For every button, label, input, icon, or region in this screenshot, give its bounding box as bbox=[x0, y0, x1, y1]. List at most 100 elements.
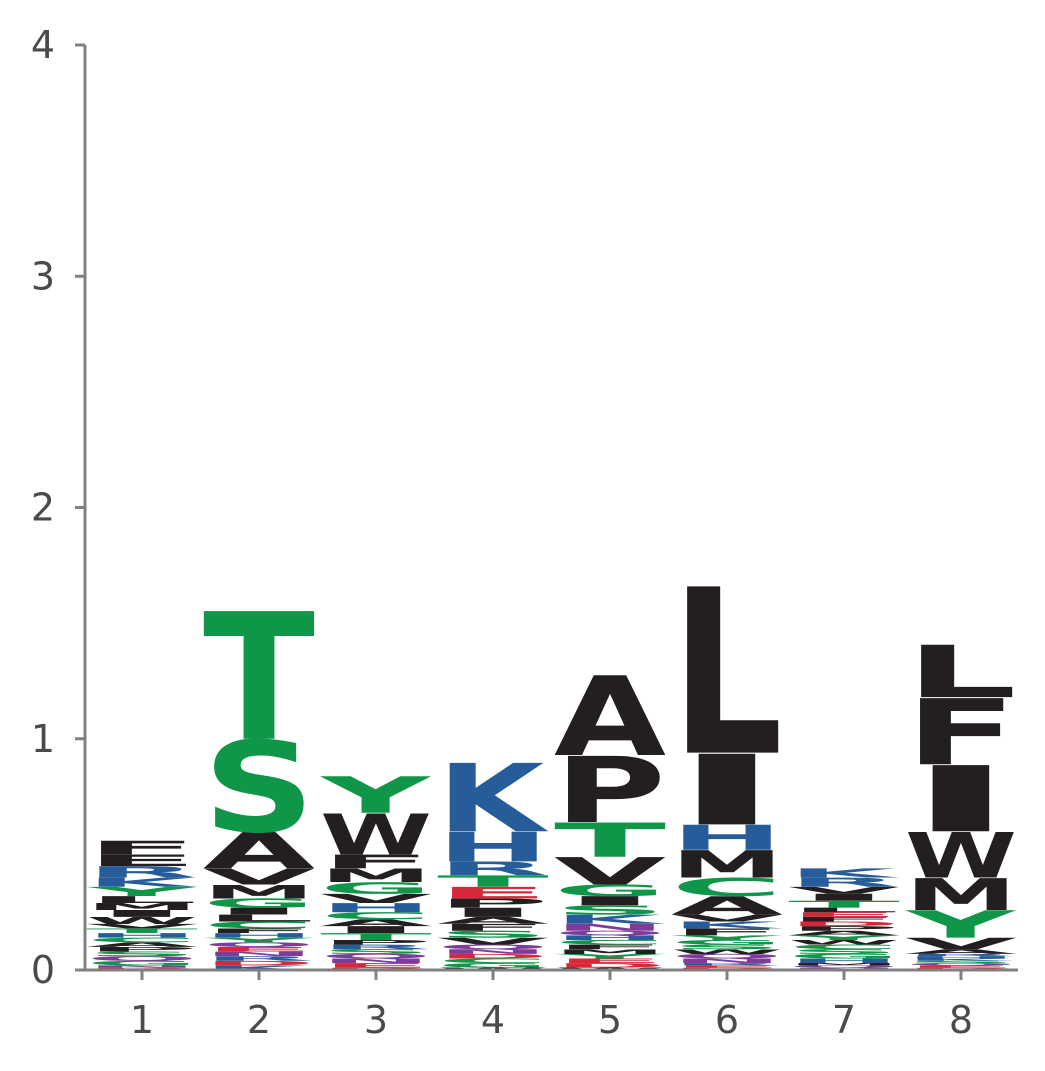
logo-letter: F bbox=[203, 927, 315, 934]
logo-column: NQMHGSCWYAPDFELTIVRK bbox=[787, 866, 901, 971]
x-tick-label: 2 bbox=[247, 998, 271, 1042]
logo-letter: Q bbox=[554, 929, 666, 936]
logo-letter: K bbox=[788, 866, 901, 881]
logo-letter: C bbox=[203, 920, 315, 931]
logo-letter: R bbox=[320, 943, 432, 950]
logo-letter: D bbox=[203, 960, 315, 967]
logo-letter: T bbox=[554, 814, 666, 868]
logo-letter: P bbox=[86, 946, 198, 953]
y-tick-label: 3 bbox=[31, 254, 55, 298]
logo-letter: I bbox=[671, 735, 783, 848]
logo-letter: S bbox=[905, 960, 1017, 964]
x-tick-label: 1 bbox=[130, 998, 154, 1042]
logo-letter: K bbox=[437, 744, 549, 854]
logo-letter: Y bbox=[202, 936, 315, 943]
logo-letter: S bbox=[554, 903, 666, 918]
logo-letter: V bbox=[554, 850, 666, 894]
logo-letter: E bbox=[203, 946, 315, 953]
logo-letter: K bbox=[554, 912, 667, 927]
logo-letter: F bbox=[671, 927, 783, 938]
logo-letter: I bbox=[437, 905, 549, 920]
logo-letter: I bbox=[554, 894, 666, 909]
logo-letter: G bbox=[788, 953, 900, 960]
logo-letter: P bbox=[554, 738, 666, 844]
logo-letter: A bbox=[437, 915, 549, 926]
logo-letter: W bbox=[671, 948, 783, 955]
logo-letter: T bbox=[320, 931, 432, 942]
logo-letter: N bbox=[86, 965, 198, 969]
logo-letter: M bbox=[320, 865, 432, 887]
logo-column: DENQSRPTIACHVGMFWY bbox=[319, 767, 432, 971]
logo-letter: D bbox=[788, 920, 900, 927]
logo-letter: M bbox=[788, 962, 900, 966]
logo-letter: H bbox=[671, 818, 783, 858]
logo-letter: M bbox=[671, 843, 783, 887]
logo-letter: I bbox=[203, 906, 315, 917]
logo-column: DEQSKHRAVYMWIFL bbox=[904, 630, 1018, 971]
logo-letter: G bbox=[203, 896, 315, 911]
logo-letter: I bbox=[788, 892, 900, 903]
logo-letter: V bbox=[86, 923, 198, 930]
logo-letter: H bbox=[554, 934, 666, 941]
logo-letter: F bbox=[554, 943, 666, 950]
logo-letter: F bbox=[437, 922, 549, 933]
y-tick-label: 1 bbox=[31, 717, 55, 761]
logo-letter: L bbox=[905, 630, 1017, 714]
logo-letter: C bbox=[437, 957, 549, 964]
logo-letter: T bbox=[86, 927, 198, 934]
logo-letter: G bbox=[671, 939, 783, 946]
logo-letter: S bbox=[788, 948, 900, 955]
logo-letter: H bbox=[437, 824, 549, 871]
logo-letter: H bbox=[788, 957, 900, 964]
logo-letter: F bbox=[86, 837, 198, 859]
logo-letter: Q bbox=[86, 955, 198, 962]
logo-letter: Y bbox=[85, 884, 198, 899]
logo-letter: Y bbox=[553, 953, 666, 960]
logo-letter: P bbox=[437, 896, 549, 911]
logo-letter: D bbox=[554, 962, 666, 969]
logo-letter: V bbox=[320, 891, 432, 905]
logo-letter: F bbox=[905, 681, 1017, 786]
logo-glyphs: DNGQSPACHTVWIMLYKREFKDRNEQYHFCLIGMVASTDE… bbox=[85, 542, 1018, 972]
logo-letter: Q bbox=[905, 962, 1017, 966]
logo-letter: A bbox=[788, 930, 900, 937]
logo-letter: K bbox=[671, 920, 782, 931]
logo-letter: G bbox=[86, 960, 198, 967]
y-tick-label: 0 bbox=[31, 948, 55, 992]
logo-letter: N bbox=[203, 950, 315, 957]
logo-letter: S bbox=[86, 950, 198, 957]
logo-letter: E bbox=[905, 965, 1017, 969]
logo-letter: W bbox=[86, 915, 198, 926]
logo-letter: A bbox=[203, 822, 315, 880]
logo-letter: L bbox=[203, 913, 315, 924]
logo-letter: Q bbox=[788, 965, 900, 969]
logo-letter: I bbox=[905, 748, 1017, 853]
logo-letter: K bbox=[86, 875, 199, 890]
logo-letter: K bbox=[203, 964, 315, 971]
logo-letter: Y bbox=[319, 767, 432, 825]
logo-letter: P bbox=[788, 925, 900, 932]
logo-letter: Y bbox=[904, 903, 1016, 947]
logo-letter: A bbox=[671, 892, 783, 921]
logo-letter: E bbox=[554, 957, 666, 964]
x-tick-label: 3 bbox=[364, 998, 388, 1042]
logo-letter: H bbox=[320, 901, 432, 915]
logo-letter: E bbox=[788, 911, 900, 918]
logo-letter: L bbox=[788, 906, 900, 913]
logo-letter: I bbox=[86, 908, 198, 919]
x-tick-label: 6 bbox=[715, 998, 739, 1042]
logo-letter: Q bbox=[437, 943, 549, 950]
logo-letter: V bbox=[671, 913, 783, 924]
logo-letter: R bbox=[671, 963, 783, 967]
logo-letter: N bbox=[437, 948, 549, 955]
logo-letter: E bbox=[437, 884, 549, 902]
logo-letter: Y bbox=[787, 934, 900, 941]
logo-letter: G bbox=[320, 879, 432, 897]
logo-letter: N bbox=[554, 922, 666, 933]
logo-letter: W bbox=[788, 939, 900, 946]
logo-letter: F bbox=[320, 851, 432, 873]
logo-letter: E bbox=[320, 962, 432, 969]
logo-letter: G bbox=[437, 962, 549, 969]
